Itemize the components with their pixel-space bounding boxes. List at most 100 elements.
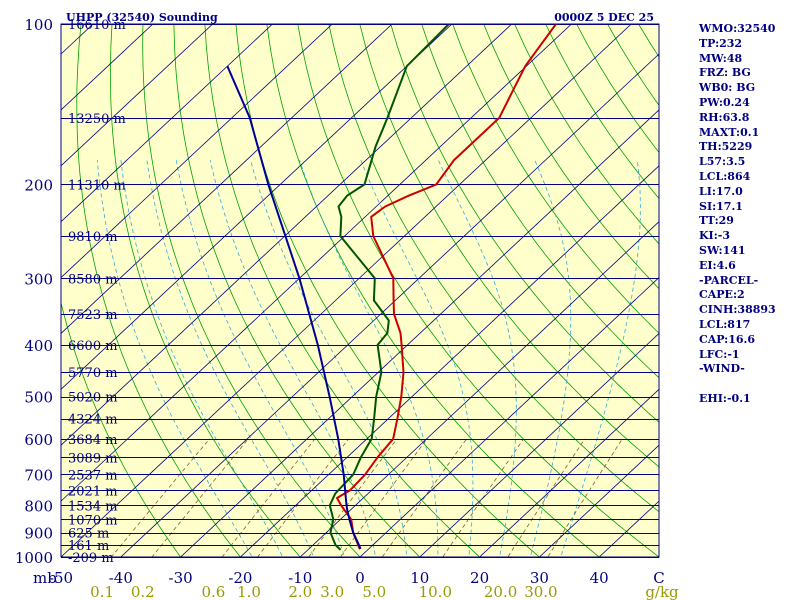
mixing-ratio-label: 10.0 bbox=[419, 583, 452, 600]
height-label: 1070 m bbox=[68, 513, 118, 528]
mixing-ratio-line bbox=[381, 438, 467, 557]
mixing-ratio-label: 1.0 bbox=[237, 583, 261, 600]
sidebar-line: CAP:16.6 bbox=[699, 332, 756, 346]
isotherm-line bbox=[61, 24, 572, 502]
sidebar-line: SI:17.1 bbox=[699, 199, 743, 213]
height-label: -209 m bbox=[68, 551, 114, 566]
moist-adiabat-line bbox=[250, 159, 408, 557]
mixing-ratio-line bbox=[507, 438, 586, 557]
temperature-tick-label: -50 bbox=[49, 569, 73, 587]
sidebar-line: TP:232 bbox=[699, 36, 743, 50]
height-label: 16610 m bbox=[68, 18, 126, 33]
temperature-profile-line bbox=[336, 24, 557, 550]
mixing-ratio-line bbox=[339, 438, 428, 557]
dry-adiabat-line bbox=[235, 24, 541, 557]
temperature-tick-label: 10 bbox=[410, 569, 429, 587]
sidebar-line: LFC:-1 bbox=[699, 347, 740, 361]
sidebar-line: LCL:864 bbox=[699, 169, 751, 183]
mixing-ratio-label: 0.1 bbox=[90, 583, 114, 600]
isotherm-line bbox=[61, 24, 632, 557]
mixing-ratio-line bbox=[221, 438, 316, 557]
height-label: 9810 m bbox=[68, 230, 118, 245]
dry-adiabat-line bbox=[110, 24, 301, 557]
dry-adiabat-line bbox=[297, 24, 659, 557]
dry-adiabat-line bbox=[452, 24, 659, 334]
pressure-tick-label: 900 bbox=[24, 525, 53, 543]
temperature-tick-label: 0 bbox=[355, 569, 365, 587]
dry-adiabat-line bbox=[61, 301, 182, 557]
dry-adiabat-line bbox=[421, 24, 659, 379]
sidebar-line: MAXT:0.1 bbox=[699, 125, 760, 139]
height-label: 2537 m bbox=[68, 468, 118, 483]
isotherm-line bbox=[61, 24, 213, 167]
sidebar-line: RH:63.8 bbox=[699, 110, 750, 124]
sidebar-line bbox=[699, 377, 800, 392]
pressure-tick-label: 400 bbox=[24, 337, 53, 355]
height-label: 5770 m bbox=[68, 366, 118, 381]
pressure-tick-label: 700 bbox=[24, 466, 53, 484]
pressure-tick-label: 600 bbox=[24, 431, 53, 449]
sidebar-line: CINH:38893 bbox=[699, 303, 776, 317]
mixing-ratio-unit-label: g/kg bbox=[645, 583, 679, 600]
mixing-ratio-label: 0.6 bbox=[201, 583, 225, 600]
height-label: 7523 m bbox=[68, 308, 118, 323]
isobars bbox=[61, 24, 659, 558]
sidebar-line: FRZ: BG bbox=[699, 66, 751, 80]
temperature-tick-label: 20 bbox=[470, 569, 489, 587]
temperature-end-label: C bbox=[653, 569, 664, 587]
sidebar-line: -WIND- bbox=[699, 362, 745, 376]
sidebar-line: L57:3.5 bbox=[699, 155, 746, 169]
moist-adiabat-line bbox=[96, 160, 253, 557]
pressure-tick-label: 800 bbox=[24, 497, 53, 515]
sidebar-line: CAPE:2 bbox=[699, 288, 745, 302]
isotherm-line bbox=[61, 24, 453, 390]
parcel-profile-line bbox=[226, 65, 362, 550]
height-label: 3089 m bbox=[68, 451, 118, 466]
height-label: 5020 m bbox=[68, 391, 118, 406]
dry-adiabat-line bbox=[328, 24, 659, 513]
chart-title: UHPP (32540) Sounding bbox=[66, 11, 218, 24]
isotherm-line bbox=[359, 277, 659, 557]
mixing-ratio-line bbox=[547, 438, 623, 557]
isotherm-line bbox=[180, 109, 659, 557]
dry-adiabat-line bbox=[204, 24, 481, 557]
mixing-ratio-label: 3.0 bbox=[320, 583, 344, 600]
mixing-ratio-line bbox=[151, 438, 249, 557]
sidebar-line: SW:141 bbox=[699, 243, 746, 257]
pressure-tick-label: 300 bbox=[24, 270, 53, 288]
isotherm-line bbox=[61, 24, 333, 279]
sidebar-line: PW:0.24 bbox=[699, 95, 750, 109]
mixing-ratio-labels: 0.1 0.2 0.6 1.0 2.0 3.0 5.0 10.0 20.0 30.0 g/kg bbox=[90, 583, 679, 600]
pressure-tick-labels: 100 200 300 400 500 600 700 800 900 1000 bbox=[15, 16, 53, 567]
height-label: 6600 m bbox=[68, 339, 118, 354]
height-labels: 16610 m 13250 m 11310 m 9810 m 8580 m 7523 m 6… bbox=[68, 18, 126, 566]
pressure-tick-label: 100 bbox=[24, 16, 53, 34]
plot-background bbox=[61, 24, 659, 557]
sidebar-line: LI:17.0 bbox=[699, 184, 743, 198]
temperature-tick-label: -40 bbox=[109, 569, 133, 587]
temperature-tick-labels: mb-50 -40 -30 -20 -10 0 10 20 30 40 C bbox=[33, 569, 665, 587]
temperature-tick-label: 40 bbox=[590, 569, 609, 587]
pressure-tick-label: 1000 bbox=[15, 549, 53, 567]
temperature-tick-label: 30 bbox=[530, 569, 549, 587]
height-label: 625 m bbox=[68, 527, 109, 542]
chart-datetime: 0000Z 5 DEC 25 bbox=[554, 11, 654, 24]
plot-frame bbox=[60, 23, 660, 558]
isotherm-line bbox=[61, 24, 512, 446]
sidebar-line: MW:48 bbox=[699, 51, 743, 65]
sidebar-line: WMO:32540 bbox=[699, 22, 776, 35]
height-label: 11310 m bbox=[68, 178, 126, 193]
dewpoint-profile-line bbox=[328, 24, 450, 551]
temperature-tick-label: -30 bbox=[169, 569, 193, 587]
indices-sidebar: WMO:32540 TP:232 MW:48 FRZ: BG WB0: BG P… bbox=[699, 22, 800, 407]
sidebar-line: WB0: BG bbox=[699, 81, 756, 95]
sidebar-line: TT:29 bbox=[699, 214, 734, 228]
mixing-ratio-label: 0.2 bbox=[131, 583, 155, 600]
mixing-ratio-label: 5.0 bbox=[362, 583, 386, 600]
mixing-ratio-label: 20.0 bbox=[484, 583, 517, 600]
sidebar-line: EHI:-0.1 bbox=[699, 391, 751, 405]
isotherm-line bbox=[61, 24, 273, 223]
dry-adiabat-line bbox=[76, 24, 241, 557]
